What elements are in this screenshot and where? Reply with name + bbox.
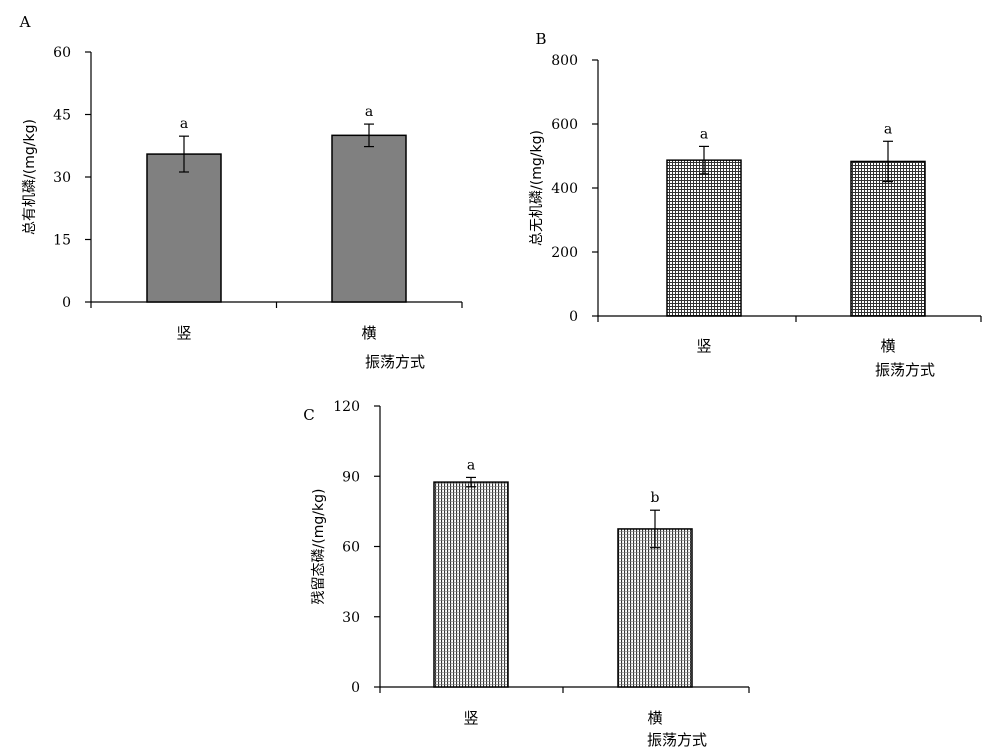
x-axis-title: 振荡方式 [875,361,935,379]
y-tick-label: 15 [53,233,71,249]
y-axis-title: 总有机磷/(mg/kg) [22,119,38,235]
panel-label: A [19,13,31,31]
y-tick-label: 30 [342,610,360,626]
bar [666,159,742,317]
category-label: 竖 [176,324,191,342]
y-tick-label: 30 [53,170,71,186]
x-axis-title: 振荡方式 [647,731,707,749]
significance-label: a [467,457,475,473]
bar [850,160,926,317]
category-label: 横 [880,337,895,355]
category-label: 竖 [463,709,478,727]
y-axis-title: 总无机磷/(mg/kg) [529,130,545,246]
category-label: 竖 [696,337,711,355]
y-axis-title: 残留态磷/(mg/kg) [311,489,327,605]
x-axis-title: 振荡方式 [365,353,425,371]
y-tick-label: 600 [551,117,578,133]
category-label: 横 [361,324,376,342]
y-tick-label: 60 [342,540,360,556]
y-tick-label: 400 [551,181,578,197]
bar [146,153,222,303]
y-tick-label: 0 [569,309,578,325]
y-tick-label: 120 [333,399,360,415]
panel-label: B [535,30,546,48]
y-tick-label: 90 [342,469,360,485]
y-tick-label: 0 [351,680,360,696]
y-tick-label: 60 [53,45,71,61]
significance-label: a [700,126,708,142]
y-tick-label: 200 [551,245,578,261]
significance-label: a [365,104,373,120]
y-tick-label: 0 [62,295,71,311]
significance-label: b [651,490,660,506]
panel-label: C [303,406,314,424]
bar [433,481,509,688]
significance-label: a [180,116,188,132]
category-label: 横 [647,709,662,727]
y-tick-label: 800 [551,53,578,69]
bar [617,528,693,688]
significance-label: a [884,121,892,137]
bar [331,134,407,303]
y-tick-label: 45 [53,108,71,124]
